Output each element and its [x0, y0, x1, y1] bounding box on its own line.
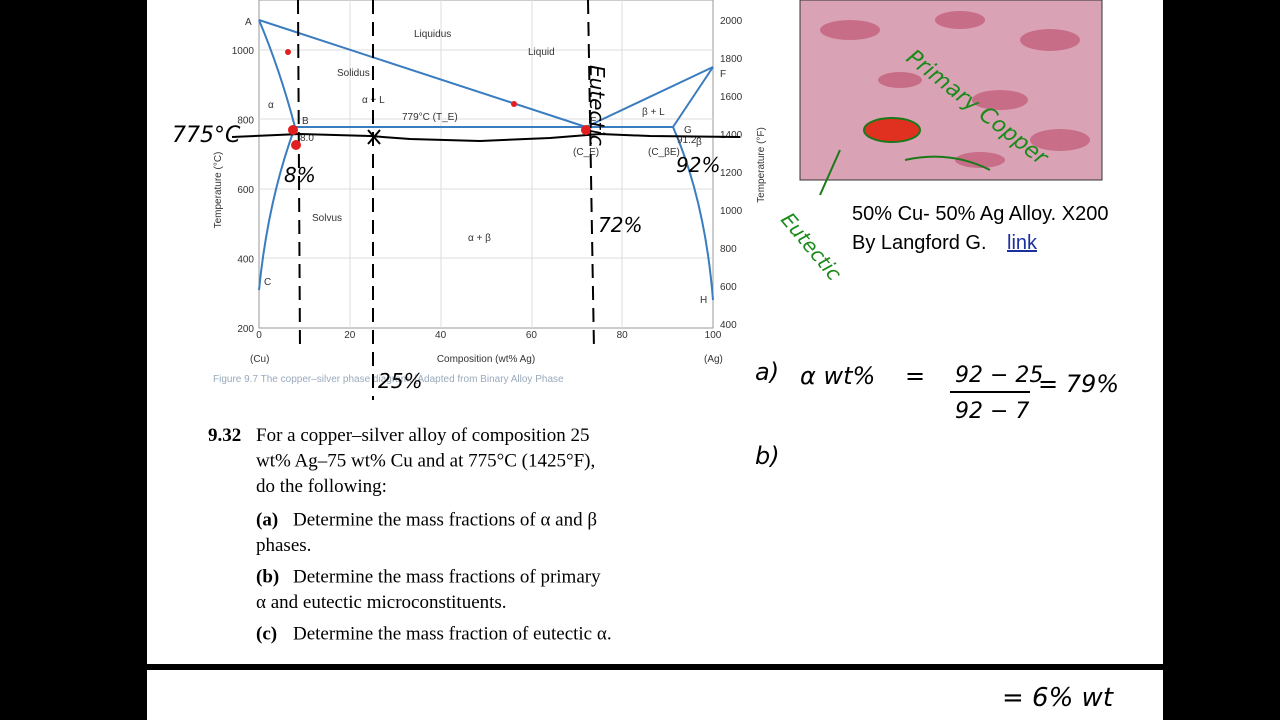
part-tag: (a) — [256, 510, 278, 531]
x-tick-label: 100 — [705, 330, 722, 341]
x-tick-label: 80 — [617, 330, 629, 341]
y2-tick-label: 800 — [720, 244, 737, 255]
line-label: Solidus — [337, 68, 370, 79]
handwriting: 8% — [284, 163, 316, 187]
problem-line: Determine the mass fraction of eutectic … — [293, 624, 612, 645]
caption: 50% Cu- 50% Ag Alloy. X200 — [852, 203, 1108, 225]
problem-line: Determine the mass fractions of α and β — [293, 510, 597, 531]
problem-text: For a copper–silver alloy of composition… — [256, 425, 612, 645]
handwriting: 72% — [598, 213, 642, 237]
y-tick-label: 600 — [237, 185, 254, 196]
x-tick-label: 0 — [256, 330, 262, 341]
problem-line: For a copper–silver alloy of composition… — [256, 425, 590, 446]
y2-tick-label: 1800 — [720, 54, 743, 65]
handwriting: = 6% wt — [1002, 683, 1114, 713]
handwriting: 92 − 7 — [955, 399, 1029, 424]
axis-end: (Cu) — [250, 354, 269, 365]
source-link[interactable]: link — [1007, 232, 1038, 254]
handwriting: a) — [755, 358, 779, 386]
handwriting: Eutectic — [585, 65, 609, 146]
problem-line: α and eutectic microconstituents. — [256, 592, 507, 613]
plot-frame — [258, 0, 714, 329]
axis-end: (Ag) — [704, 354, 723, 365]
y-tick-label: 200 — [237, 324, 254, 335]
caption: By Langford G. — [852, 232, 987, 254]
axis-label: Composition (wt% Ag) — [437, 354, 535, 365]
handwriting: 92 − 25 — [955, 363, 1043, 388]
handwriting: = — [905, 362, 925, 390]
y-tick-label: 400 — [237, 255, 254, 266]
region-label: β — [696, 137, 702, 148]
red-marks — [285, 49, 591, 150]
handwriting: 92% — [676, 153, 720, 177]
problem-line: phases. — [256, 535, 311, 556]
problem-number: 9.32 — [208, 425, 241, 446]
region-label: α — [268, 100, 274, 111]
y2-tick-label: 1400 — [720, 130, 743, 141]
point-label: G — [684, 125, 692, 136]
phase-lines — [258, 19, 714, 301]
handwriting: = 79% — [1038, 370, 1119, 398]
y-tick-label: 1000 — [232, 46, 255, 57]
y2-tick-label: 2000 — [720, 16, 743, 27]
axis-label: Temperature (°C) — [213, 152, 224, 229]
handwriting: α wt% — [800, 362, 875, 390]
y2-tick-label: 1000 — [720, 206, 743, 217]
bottom-strip — [147, 670, 1163, 720]
y-tick-label: 800 — [237, 116, 254, 127]
y2-tick-label: 1600 — [720, 92, 743, 103]
solution: a) α wt% = 92 − 25 92 − 7 = 79% b) = 6% … — [755, 358, 1119, 713]
micrograph — [799, 0, 1103, 196]
handwriting-lines — [231, 0, 741, 400]
region-label: Liquid — [528, 47, 555, 58]
region-label: β + L — [642, 107, 665, 118]
x-tick-label: 40 — [435, 330, 447, 341]
region-label: α + β — [468, 233, 491, 244]
figure-caption: Figure 9.7 The copper–silver phase diagr… — [213, 374, 564, 385]
line-label: Liquidus — [414, 29, 451, 40]
comp-label: (C_E) — [573, 147, 599, 158]
part-tag: (b) — [256, 567, 279, 588]
x-tick-label: 20 — [344, 330, 356, 341]
point-label: B — [302, 116, 309, 127]
comp-label: (C_βE) — [648, 147, 680, 158]
phase-diagram: A B C E F G H Liquid α + L β + L α β α +… — [213, 0, 767, 385]
part-tag: (c) — [256, 624, 277, 645]
point-label: H — [700, 295, 707, 306]
point-label: E — [590, 116, 597, 127]
problem-line: Determine the mass fractions of primary — [293, 567, 601, 588]
handwriting: 25% — [378, 369, 422, 393]
problem-line: wt% Ag–75 wt% Cu and at 775°C (1425°F), — [256, 451, 595, 472]
handwriting: b) — [755, 442, 780, 470]
x-tick-label: 60 — [526, 330, 538, 341]
line-label: Solvus — [312, 213, 342, 224]
y2-tick-label: 600 — [720, 282, 737, 293]
point-label: A — [245, 17, 252, 28]
grid — [259, 0, 713, 328]
handwriting: 775°C — [172, 123, 241, 148]
point-label: F — [720, 69, 726, 80]
comp-label: 8.0 — [300, 133, 314, 144]
axis-label: Temperature (°F) — [756, 127, 767, 203]
line-label: 779°C (T_E) — [402, 112, 458, 123]
y2-tick-label: 400 — [720, 320, 737, 331]
problem-line: do the following: — [256, 476, 387, 497]
y2-tick-label: 1200 — [720, 168, 743, 179]
comp-label: 91.2 — [677, 135, 697, 146]
point-label: C — [264, 277, 271, 288]
